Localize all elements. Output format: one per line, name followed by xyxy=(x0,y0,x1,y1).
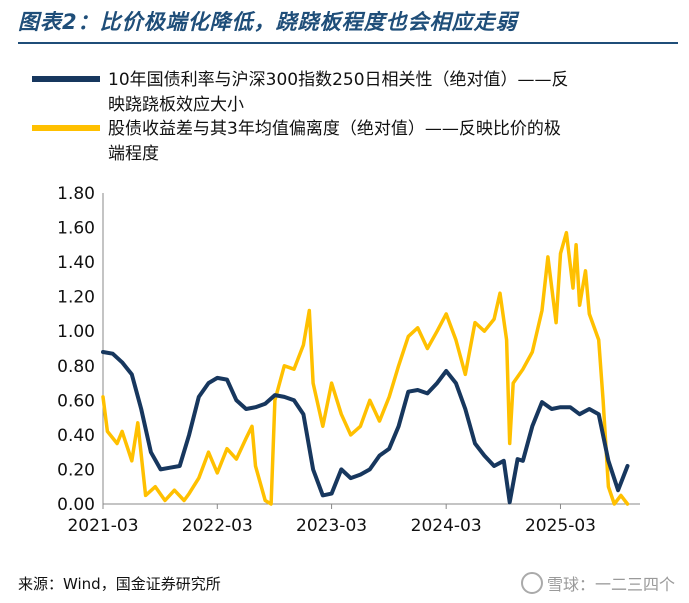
watermark-text: 雪球：一二三四个 xyxy=(546,575,675,594)
snowball-logo-icon xyxy=(520,572,543,594)
legend-label-bond-correlation-2: 映跷跷板效应大小 xyxy=(108,95,244,115)
chart-header: 图表2：比价极端化降低，跷跷板程度也会相应走弱 xyxy=(18,6,678,44)
y-tick-label: 1.40 xyxy=(57,253,95,273)
y-tick-label: 0.40 xyxy=(57,426,95,446)
x-tick-label: 2022-03 xyxy=(182,516,253,536)
watermark: 雪球：一二三四个 xyxy=(520,571,675,595)
y-tick-label: 1.80 xyxy=(57,184,95,204)
y-tick-label: 0.00 xyxy=(57,495,95,515)
legend-label-bond-correlation-1: 10年国债利率与沪深300指数250日相关性（绝对值）——反 xyxy=(108,70,569,90)
y-tick-label: 1.20 xyxy=(57,288,95,308)
chart-axes: 0.00 0.20 0.40 0.60 0.80 1.00 1.20 1.40 1.60 1.80… xyxy=(57,184,640,536)
x-tick-label: 2024-03 xyxy=(411,516,482,536)
y-tick-label: 0.20 xyxy=(57,460,95,480)
line-chart: 10年国债利率与沪深300指数250日相关性（绝对值）——反 映跷跷板效应大小 … xyxy=(32,70,640,536)
x-tick-label: 2025-03 xyxy=(525,516,596,536)
y-tick-label: 1.60 xyxy=(57,219,95,239)
y-tick-label: 0.80 xyxy=(57,357,95,377)
chart-title: 图表2：比价极端化降低，跷跷板程度也会相应走弱 xyxy=(18,10,518,34)
legend-label-yield-gap-2: 端程度 xyxy=(108,144,159,164)
series-line-bond-equity-correlation xyxy=(101,350,630,505)
series-line-yield-gap-deviation xyxy=(101,230,630,506)
x-tick-label: 2023-03 xyxy=(296,516,367,536)
y-tick-label: 0.60 xyxy=(57,391,95,411)
legend-label-yield-gap-1: 股债收益差与其3年均值偏离度（绝对值）——反映比价的极 xyxy=(108,119,561,139)
plot-area xyxy=(101,230,630,506)
source-note: 来源：Wind，国金证券研究所 xyxy=(18,575,221,593)
y-tick-label: 1.00 xyxy=(57,322,95,342)
x-tick-label: 2021-03 xyxy=(67,516,138,536)
chart-legend: 10年国债利率与沪深300指数250日相关性（绝对值）——反 映跷跷板效应大小 … xyxy=(32,70,569,164)
title-rule xyxy=(18,42,678,44)
